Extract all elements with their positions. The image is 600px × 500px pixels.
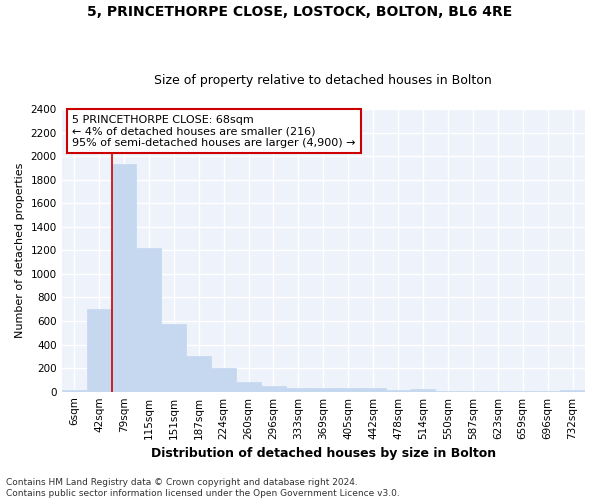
X-axis label: Distribution of detached houses by size in Bolton: Distribution of detached houses by size … bbox=[151, 447, 496, 460]
Bar bbox=[261, 386, 286, 392]
Text: 5 PRINCETHORPE CLOSE: 68sqm
← 4% of detached houses are smaller (216)
95% of sem: 5 PRINCETHORPE CLOSE: 68sqm ← 4% of deta… bbox=[72, 114, 356, 148]
Bar bbox=[161, 324, 186, 392]
Bar bbox=[460, 391, 485, 392]
Text: 5, PRINCETHORPE CLOSE, LOSTOCK, BOLTON, BL6 4RE: 5, PRINCETHORPE CLOSE, LOSTOCK, BOLTON, … bbox=[88, 5, 512, 19]
Bar bbox=[86, 309, 112, 392]
Bar bbox=[336, 388, 361, 392]
Title: Size of property relative to detached houses in Bolton: Size of property relative to detached ho… bbox=[154, 74, 492, 87]
Bar bbox=[311, 388, 336, 392]
Bar bbox=[236, 382, 261, 392]
Bar bbox=[436, 391, 460, 392]
Y-axis label: Number of detached properties: Number of detached properties bbox=[15, 162, 25, 338]
Bar bbox=[361, 388, 386, 392]
Bar bbox=[410, 390, 436, 392]
Bar bbox=[560, 390, 585, 392]
Bar bbox=[112, 164, 136, 392]
Bar bbox=[286, 388, 311, 392]
Bar bbox=[211, 368, 236, 392]
Bar bbox=[386, 390, 410, 392]
Bar bbox=[136, 248, 161, 392]
Bar bbox=[62, 390, 86, 392]
Text: Contains HM Land Registry data © Crown copyright and database right 2024.
Contai: Contains HM Land Registry data © Crown c… bbox=[6, 478, 400, 498]
Bar bbox=[485, 391, 510, 392]
Bar bbox=[186, 356, 211, 392]
